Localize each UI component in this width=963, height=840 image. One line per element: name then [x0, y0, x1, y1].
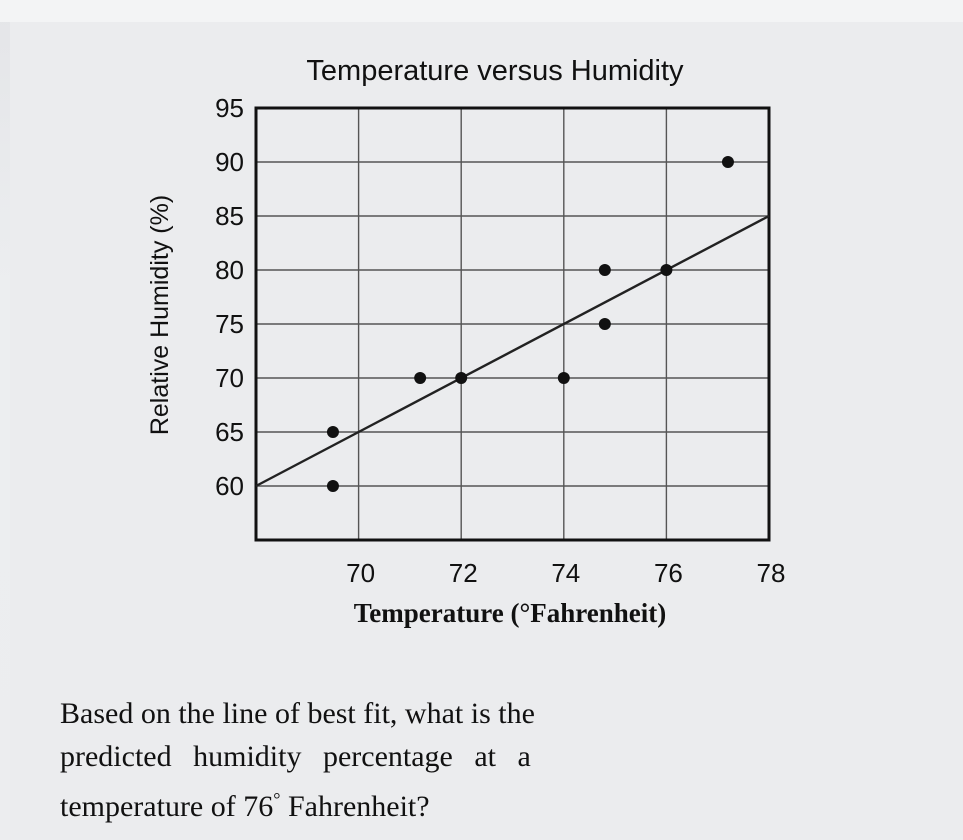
- data-point-8: [660, 264, 673, 276]
- data-point-3: [414, 372, 427, 384]
- y-tick-label-85: 85: [215, 201, 244, 231]
- data-point-4: [455, 372, 468, 384]
- y-tick-label-80: 80: [215, 255, 244, 285]
- chart-title: Temperature versus Humidity: [306, 55, 684, 87]
- x-tick-label-78: 78: [757, 558, 786, 588]
- data-point-5: [557, 372, 570, 384]
- x-tick-label-76: 76: [654, 558, 683, 588]
- x-tick-label-74: 74: [551, 558, 580, 588]
- y-tick-label-95: 95: [215, 93, 244, 123]
- data-point-2: [326, 426, 339, 438]
- data-point-1: [326, 480, 339, 492]
- question-text: Based on the line of best fit, what is t…: [60, 692, 612, 828]
- y-axis-label: Relative Humidity (%): [146, 195, 174, 435]
- question-line-3: temperature of 76° Fahrenheit?: [60, 778, 612, 828]
- data-point-9: [721, 156, 734, 168]
- question-line-3-end: Fahrenheit?: [280, 790, 430, 823]
- top-strip: [0, 0, 963, 22]
- y-tick-label-65: 65: [215, 417, 244, 447]
- y-tick-label-75: 75: [215, 309, 244, 339]
- data-point-7: [598, 264, 611, 276]
- y-tick-label-90: 90: [215, 147, 244, 177]
- question-line-3-start: temperature of 76: [60, 790, 274, 823]
- x-tick-label-70: 70: [346, 558, 375, 588]
- y-tick-labels: 95 90 85 80 75 70 65 60: [215, 93, 244, 501]
- degree-symbol: °: [273, 789, 281, 809]
- best-fit-line: [255, 214, 770, 488]
- x-tick-labels: 70 72 74 76 78: [346, 558, 785, 588]
- grid-lines: [256, 108, 769, 540]
- worksheet: [10, 22, 963, 840]
- question-line-2: predicted humidity percentage at a: [60, 740, 531, 773]
- y-tick-label-60: 60: [215, 471, 244, 501]
- x-axis-label: Temperature (°Fahrenheit): [354, 598, 667, 628]
- y-tick-label-70: 70: [215, 363, 244, 393]
- x-tick-label-72: 72: [449, 558, 478, 588]
- question-line-1: Based on the line of best fit, what is t…: [60, 697, 535, 730]
- scatter-chart: Temperature versus Humidity 95 90 85 80 75 70…: [146, 55, 785, 628]
- data-points: [326, 156, 734, 492]
- data-point-6: [598, 318, 611, 330]
- plot-frame: [254, 106, 771, 542]
- best-fit-line-group: [255, 214, 770, 488]
